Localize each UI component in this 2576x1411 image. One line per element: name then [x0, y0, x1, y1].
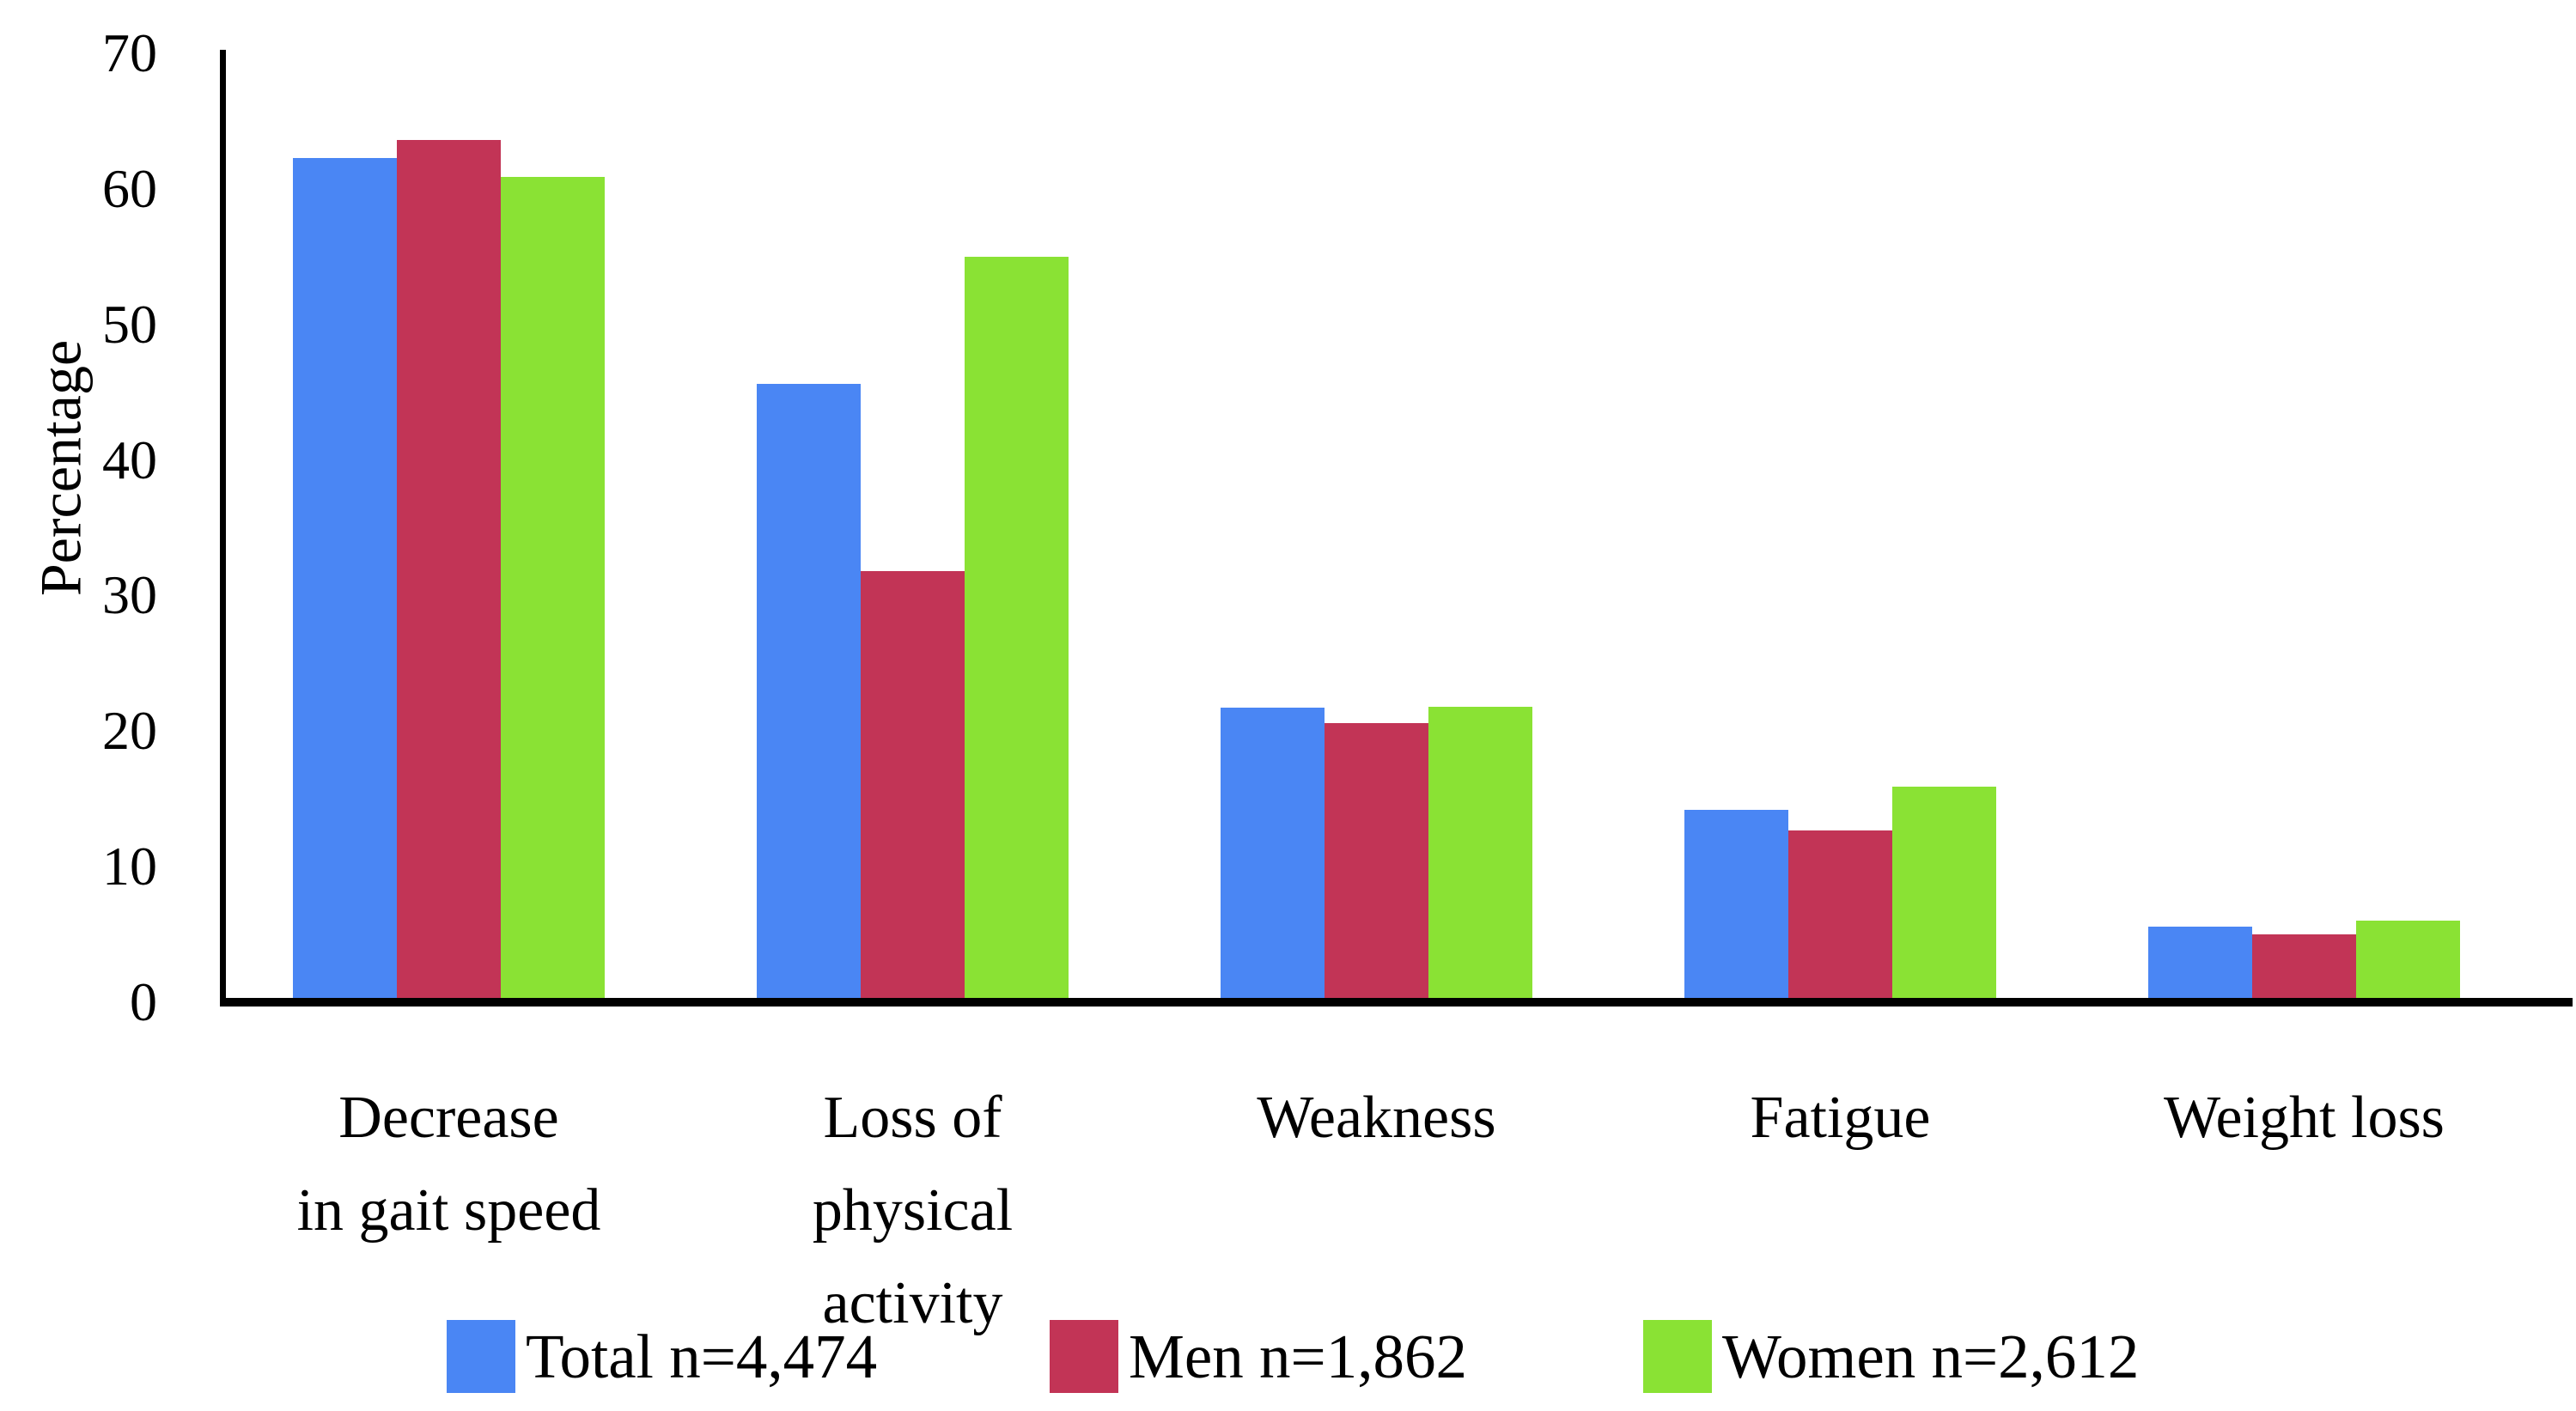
- y-tick-label-10: 10: [102, 836, 157, 897]
- y-tick-label-20: 20: [102, 700, 157, 762]
- y-tick-label-60: 60: [102, 157, 157, 219]
- bar-men-weakness: [1325, 723, 1428, 1002]
- legend-label-women: Women n=2,612: [1722, 1322, 2140, 1391]
- legend-item-total: Total n=4,474: [447, 1320, 877, 1393]
- bar-women-decrease-in-gait-speed: [501, 177, 605, 1002]
- y-tick-label-50: 50: [102, 293, 157, 355]
- legend-swatch-women: [1643, 1320, 1712, 1393]
- legend-swatch-men: [1050, 1320, 1118, 1393]
- bar-men-fatigue: [1788, 830, 1892, 1002]
- y-tick-label-30: 30: [102, 564, 157, 626]
- legend-item-women: Women n=2,612: [1643, 1320, 2139, 1393]
- bar-women-fatigue: [1892, 787, 1996, 1002]
- category-label-weakness: Weakness: [1257, 1085, 1496, 1151]
- bar-women-weakness: [1428, 707, 1532, 1002]
- category-label-loss-of-physical-activity: Loss of physical activity: [812, 1085, 1014, 1336]
- legend-label-men: Men n=1,862: [1129, 1322, 1467, 1391]
- bar-women-loss-of-physical-activity: [965, 257, 1069, 1002]
- bar-men-loss-of-physical-activity: [861, 571, 965, 1002]
- bar-total-fatigue: [1684, 810, 1788, 1002]
- bar-men-weight-loss: [2252, 934, 2356, 1002]
- bar-total-weight-loss: [2148, 927, 2252, 1002]
- y-tick-label-40: 40: [102, 429, 157, 490]
- x-axis-line: [220, 998, 2573, 1007]
- legend-item-men: Men n=1,862: [1050, 1320, 1467, 1393]
- y-tick-label-70: 70: [102, 21, 157, 83]
- bar-women-weight-loss: [2356, 921, 2460, 1002]
- bar-total-loss-of-physical-activity: [757, 384, 861, 1002]
- category-label-weight-loss: Weight loss: [2164, 1085, 2445, 1151]
- category-label-fatigue: Fatigue: [1750, 1085, 1931, 1151]
- category-label-decrease-in-gait-speed: Decrease in gait speed: [296, 1085, 601, 1244]
- legend-label-total: Total n=4,474: [526, 1322, 878, 1391]
- bar-men-decrease-in-gait-speed: [397, 140, 501, 1002]
- y-axis-line: [220, 50, 226, 1002]
- legend-swatch-total: [447, 1320, 515, 1393]
- y-tick-label-0: 0: [130, 971, 157, 1032]
- bar-total-decrease-in-gait-speed: [293, 158, 397, 1002]
- bar-total-weakness: [1221, 708, 1325, 1002]
